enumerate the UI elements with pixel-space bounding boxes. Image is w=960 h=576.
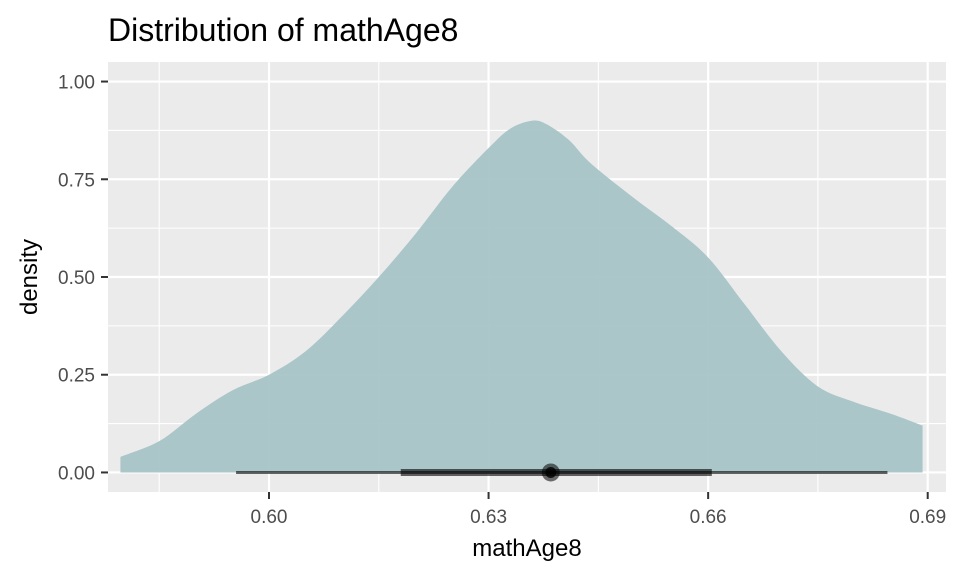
y-tick-label: 0.50 — [58, 268, 95, 289]
chart-title: Distribution of mathAge8 — [108, 12, 458, 48]
point-estimate-core — [545, 466, 557, 478]
x-tick-label: 0.60 — [251, 507, 288, 528]
y-tick-label: 0.00 — [58, 463, 95, 484]
y-axis: 0.00 0.25 0.50 0.75 1.00 — [58, 73, 108, 484]
x-tick-label: 0.66 — [690, 507, 727, 528]
x-axis: 0.60 0.63 0.66 0.69 — [251, 492, 946, 528]
density-area — [120, 120, 923, 473]
y-tick-label: 0.25 — [58, 366, 95, 387]
x-tick-label: 0.69 — [909, 507, 946, 528]
y-tick-label: 1.00 — [58, 73, 95, 94]
x-tick-label: 0.63 — [470, 507, 507, 528]
y-axis-title: density — [16, 239, 43, 315]
point-interval — [236, 463, 888, 482]
x-axis-title: mathAge8 — [472, 535, 581, 562]
y-tick-label: 0.75 — [58, 170, 95, 191]
